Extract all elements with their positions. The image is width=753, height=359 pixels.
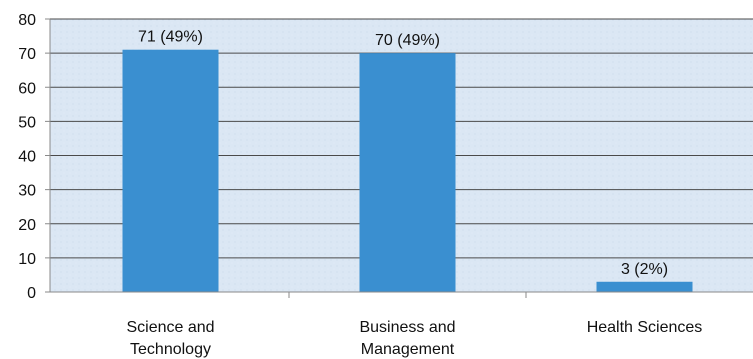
bar bbox=[359, 53, 456, 292]
axes bbox=[45, 18, 753, 298]
y-tick-label: 10 bbox=[18, 251, 36, 268]
x-category-label: Business and Management bbox=[359, 319, 455, 358]
x-category-label-line: Technology bbox=[130, 341, 211, 358]
bar bbox=[596, 281, 693, 292]
y-tick-label: 60 bbox=[18, 80, 36, 97]
data-labels: 71 (49%) 70 (49%) 3 (2%) bbox=[138, 29, 668, 278]
y-tick-label: 40 bbox=[18, 149, 36, 166]
y-tick-label: 30 bbox=[18, 183, 36, 200]
x-category-label: Health Sciences bbox=[587, 319, 703, 336]
data-label: 3 (2%) bbox=[621, 261, 668, 278]
bar bbox=[122, 49, 219, 293]
y-tick-label: 20 bbox=[18, 217, 36, 234]
y-tick-label: 80 bbox=[18, 12, 36, 29]
x-category-label-line: Business and bbox=[359, 319, 455, 336]
data-label: 71 (49%) bbox=[138, 29, 203, 46]
x-category-label-line: Science and bbox=[126, 319, 214, 336]
y-tick-label: 50 bbox=[18, 114, 36, 131]
bars bbox=[122, 49, 693, 293]
y-tick-label: 70 bbox=[18, 46, 36, 63]
x-tick-labels: Science and Technology Business and Managem… bbox=[126, 319, 702, 358]
x-category-label-line: Management bbox=[361, 341, 455, 358]
x-category-label: Science and Technology bbox=[126, 319, 214, 358]
x-category-label-line: Health Sciences bbox=[587, 319, 703, 336]
y-tick-label: 0 bbox=[27, 285, 36, 302]
data-label: 70 (49%) bbox=[375, 32, 440, 49]
y-tick-labels: 0 10 20 30 40 50 60 70 80 bbox=[18, 12, 36, 302]
